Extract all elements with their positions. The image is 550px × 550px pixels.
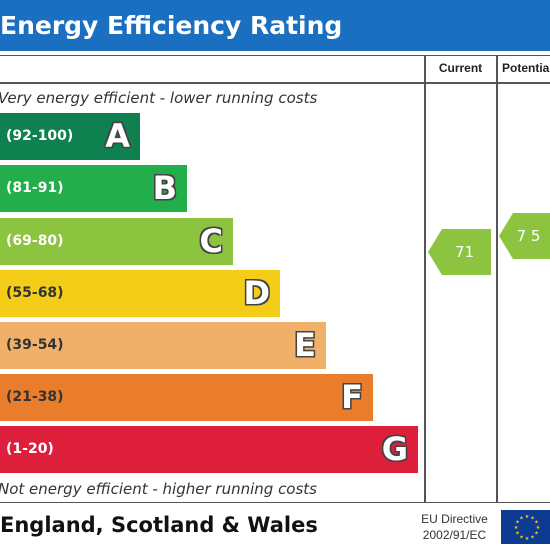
eu-directive-number: 2002/91/EC	[422, 528, 487, 542]
band-e: (39-54) E	[0, 322, 326, 369]
eu-star-icon: ★	[534, 531, 539, 537]
eu-star-icon: ★	[530, 515, 535, 521]
band-f: (21-38) F	[0, 374, 373, 421]
eu-flag-icon: ★ ★ ★ ★ ★ ★ ★ ★ ★ ★ ★ ★	[501, 510, 550, 544]
band-a-letter: A	[105, 117, 130, 155]
country-label: England, Scotland & Wales	[0, 513, 318, 537]
band-b-letter: B	[152, 169, 177, 207]
band-e-range: (39-54)	[6, 337, 64, 353]
band-e-letter: E	[294, 326, 316, 364]
current-column-header: Current	[438, 61, 483, 75]
eu-star-icon: ★	[515, 520, 520, 526]
eu-directive-label: EU Directive	[421, 512, 488, 526]
eu-star-icon: ★	[515, 531, 520, 537]
eu-star-icon: ★	[530, 535, 535, 541]
potential-column-header: Potential	[502, 61, 550, 75]
efficient-note: Very energy efficient - lower running co…	[0, 89, 318, 107]
eu-stars-icon: ★★★★★★★★★ ★ ★★	[514, 514, 541, 542]
band-b-range: (81-91)	[6, 180, 64, 196]
band-f-range: (21-38)	[6, 389, 64, 405]
current-rating-arrow: 71	[428, 229, 491, 275]
eu-star-icon: ★	[525, 514, 530, 520]
eu-star-icon: ★	[514, 525, 519, 531]
band-a: (92-100) A	[0, 113, 140, 160]
band-c-range: (69-80)	[6, 233, 64, 249]
eu-star-icon: ★	[519, 515, 524, 521]
band-d-letter: D	[243, 274, 270, 312]
potential-column-divider	[496, 55, 498, 503]
band-f-letter: F	[341, 378, 363, 416]
eu-star-icon: ★	[534, 520, 539, 526]
band-g-range: (1-20)	[6, 441, 54, 457]
current-column-divider	[424, 55, 426, 503]
chart-title: Energy Efficiency Rating	[0, 0, 550, 51]
band-d-range: (55-68)	[6, 285, 64, 301]
band-g-letter: G	[381, 430, 408, 468]
band-c-letter: C	[199, 222, 223, 260]
eu-star-icon: ★	[536, 525, 541, 531]
band-g: (1-20) G	[0, 426, 418, 473]
eu-star-icon: ★	[525, 536, 530, 542]
band-d: (55-68) D	[0, 270, 280, 317]
eu-star-icon: ★	[519, 535, 524, 541]
band-c: (69-80) C	[0, 218, 233, 265]
header-divider	[0, 82, 550, 84]
band-a-range: (92-100)	[6, 128, 74, 144]
band-b: (81-91) B	[0, 165, 187, 212]
chart-frame	[0, 55, 550, 503]
inefficient-note: Not energy efficient - higher running co…	[0, 480, 317, 498]
